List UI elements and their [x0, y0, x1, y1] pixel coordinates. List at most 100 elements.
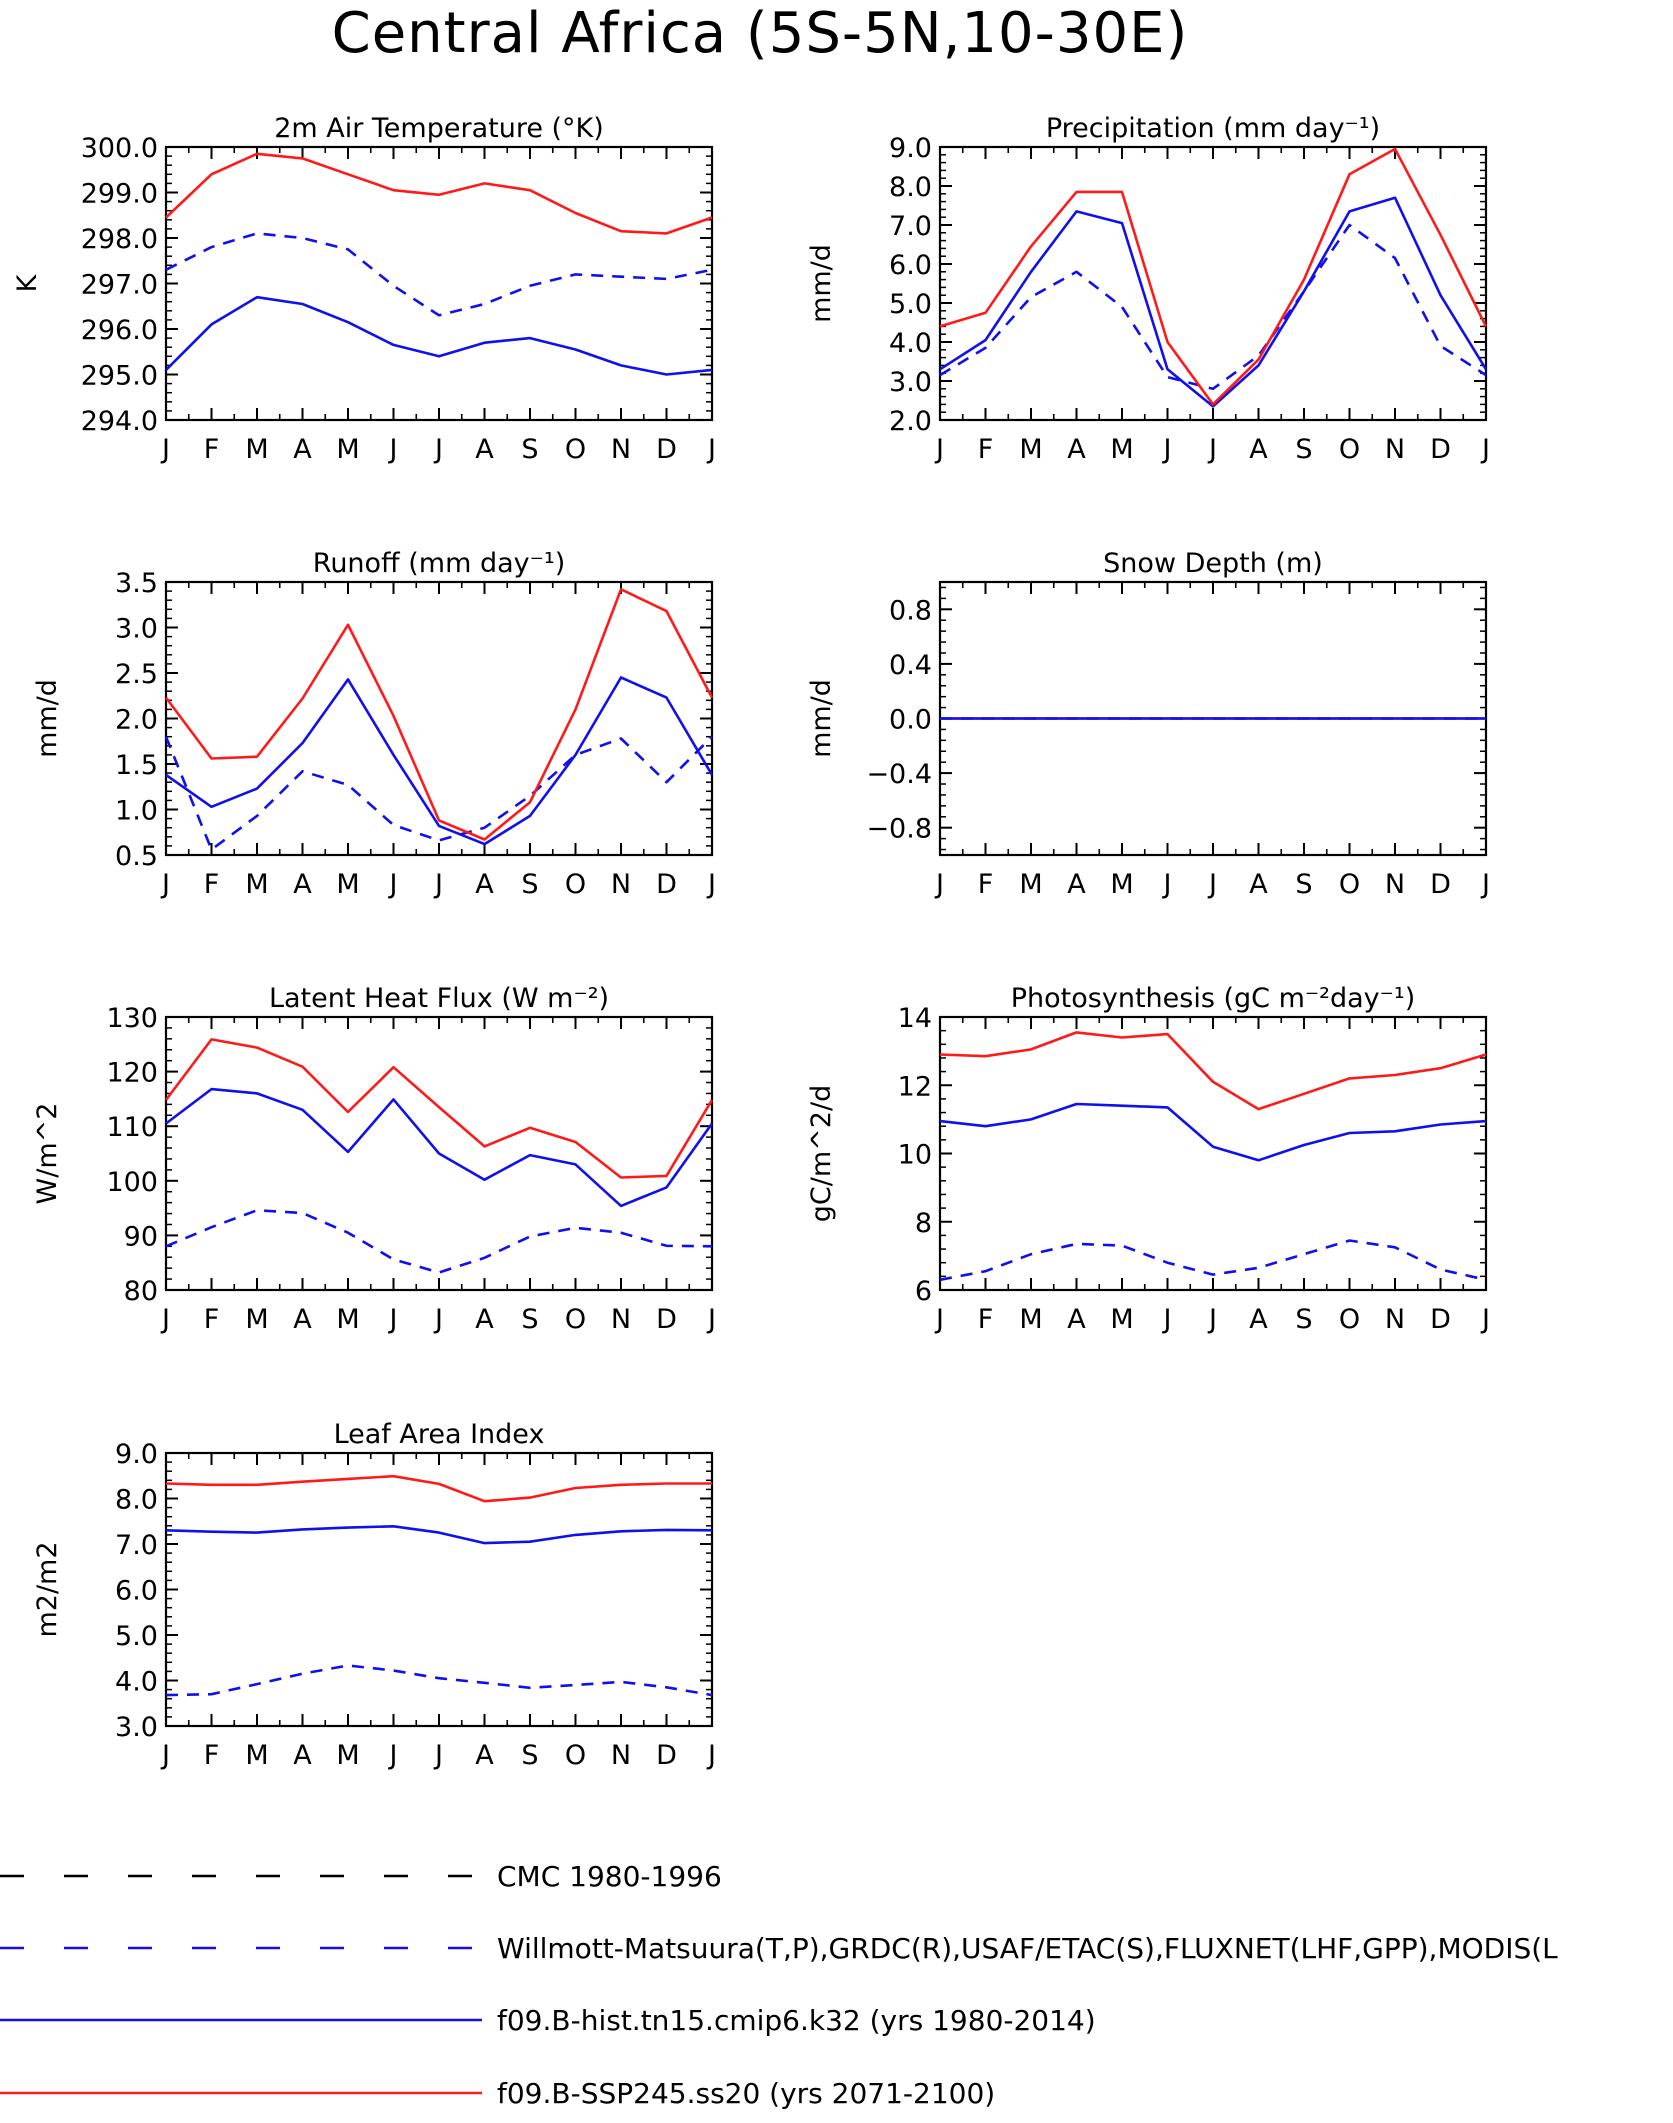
- panel-4: Snow Depth (m)J F M A M J J A S O N D J−0.8−0.40.00.…: [806, 548, 1490, 900]
- chart-panels: 2m Air Temperature (°K)J F M A M J J A S O N D J294.…: [12, 113, 1490, 1771]
- y-tick-label: 4.0: [889, 328, 932, 359]
- x-tick-label: D: [656, 1740, 677, 1771]
- x-tick-label: O: [565, 1304, 586, 1335]
- x-tick-label: J: [388, 434, 398, 465]
- y-tick-label: 8.0: [115, 1485, 158, 1516]
- x-tick-label: J: [1207, 1304, 1217, 1335]
- y-tick-label: 0.8: [889, 595, 932, 626]
- x-tick-label: M: [245, 1740, 268, 1771]
- x-tick-label: J: [706, 434, 716, 465]
- series-line-1: [165, 1209, 713, 1274]
- plot-frame: [164, 1451, 714, 1728]
- series-line-3: [164, 587, 714, 841]
- panel-6: Photosynthesis (gC m⁻²day⁻¹)J F M A M J J A S O N D…: [806, 983, 1490, 1335]
- y-tick-label: 12: [898, 1071, 932, 1102]
- x-tick-label: S: [521, 869, 538, 900]
- x-tick-label: J: [1480, 869, 1490, 900]
- y-tick-label: 90: [124, 1221, 158, 1252]
- x-tick-label: J: [433, 869, 443, 900]
- y-tick-label: 7.0: [115, 1530, 158, 1561]
- y-tick-label: 6.0: [889, 250, 932, 281]
- x-tick-label: J: [160, 1740, 170, 1771]
- y-tick-label: 5.0: [115, 1621, 158, 1652]
- x-tick-label: N: [611, 869, 631, 900]
- x-tick-label: M: [336, 1740, 359, 1771]
- x-tick-label: A: [1249, 434, 1268, 465]
- x-tick-label: D: [656, 869, 677, 900]
- y-tick-label: 299.0: [81, 179, 158, 210]
- x-tick-label: M: [1019, 1304, 1042, 1335]
- x-tick-label: N: [1385, 869, 1405, 900]
- x-tick-label: D: [1430, 434, 1451, 465]
- y-tick-label: −0.4: [866, 759, 932, 790]
- y-tick-label: 2.0: [889, 406, 932, 437]
- series-line-2: [165, 295, 713, 376]
- x-tick-label: M: [336, 434, 359, 465]
- x-tick-label: J: [1480, 1304, 1490, 1335]
- x-tick-label: M: [1110, 434, 1133, 465]
- x-tick-label: J: [934, 434, 944, 465]
- x-tick-label: J: [706, 1740, 716, 1771]
- x-tick-label: F: [204, 869, 220, 900]
- series-line-3: [939, 1031, 1487, 1111]
- x-tick-label: F: [978, 434, 994, 465]
- x-tick-label: J: [433, 1740, 443, 1771]
- x-tick-label: J: [160, 869, 170, 900]
- legend-label-1: CMC 1980-1996: [497, 1860, 722, 1893]
- x-tick-label: J: [1207, 434, 1217, 465]
- y-tick-label: 80: [124, 1276, 158, 1307]
- x-tick-label: J: [160, 1304, 170, 1335]
- x-tick-label: A: [475, 1304, 494, 1335]
- x-tick-label: J: [706, 1304, 716, 1335]
- x-tick-label: A: [293, 1304, 312, 1335]
- x-tick-label: M: [245, 1304, 268, 1335]
- y-tick-label: −0.8: [866, 814, 932, 845]
- panel-title: Runoff (mm day⁻¹): [313, 548, 565, 579]
- x-tick-label: N: [611, 1740, 631, 1771]
- y-tick-label: 1.5: [115, 750, 158, 781]
- y-tick-label: 295.0: [81, 361, 158, 392]
- y-tick-label: 0.4: [889, 650, 932, 681]
- x-tick-label: S: [521, 434, 538, 465]
- x-tick-label: M: [1019, 434, 1042, 465]
- y-tick-label: 1.0: [115, 796, 158, 827]
- series-line-1: [165, 1664, 713, 1697]
- x-tick-label: M: [336, 1304, 359, 1335]
- y-tick-label: 120: [106, 1058, 158, 1089]
- y-tick-label: 9.0: [115, 1439, 158, 1470]
- x-tick-label: D: [656, 1304, 677, 1335]
- x-tick-label: N: [611, 434, 631, 465]
- panel-1: 2m Air Temperature (°K)J F M A M J J A S O N D J294.…: [12, 113, 716, 465]
- series-line-1: [164, 735, 713, 851]
- y-tick-label: 10: [898, 1140, 932, 1171]
- series-line-3: [164, 1038, 714, 1179]
- x-tick-label: O: [565, 434, 586, 465]
- panel-title: Precipitation (mm day⁻¹): [1046, 113, 1380, 144]
- x-tick-label: N: [1385, 434, 1405, 465]
- y-tick-label: 9.0: [889, 133, 932, 164]
- y-tick-label: 4.0: [115, 1667, 158, 1698]
- series-line-2: [165, 1087, 714, 1208]
- y-tick-label: 8.0: [889, 172, 932, 203]
- y-tick-label: 100: [106, 1167, 158, 1198]
- y-tick-label: 3.0: [889, 367, 932, 398]
- y-tick-label: 297.0: [81, 270, 158, 301]
- x-tick-label: J: [433, 434, 443, 465]
- y-tick-label: 300.0: [81, 133, 158, 164]
- panel-title: Snow Depth (m): [1103, 548, 1323, 579]
- y-tick-label: 8: [915, 1208, 932, 1239]
- y-tick-label: 0.5: [115, 841, 158, 872]
- x-tick-label: A: [475, 869, 494, 900]
- x-tick-label: D: [656, 434, 677, 465]
- x-tick-label: S: [1295, 869, 1312, 900]
- panel-3: Runoff (mm day⁻¹)J F M A M J J A S O N D J0.51.01.52…: [32, 548, 716, 900]
- series-line-2: [939, 1102, 1487, 1162]
- x-tick-label: A: [293, 1740, 312, 1771]
- x-tick-label: A: [293, 869, 312, 900]
- x-tick-label: J: [1480, 434, 1490, 465]
- x-tick-label: A: [475, 434, 494, 465]
- series-line-2: [165, 676, 714, 846]
- x-tick-label: F: [204, 1740, 220, 1771]
